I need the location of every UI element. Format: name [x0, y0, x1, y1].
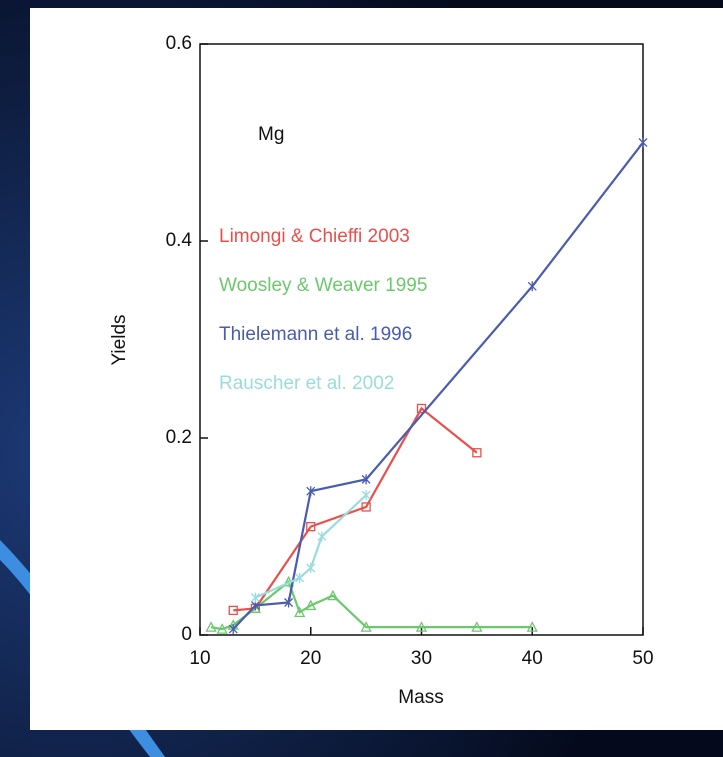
panel: [30, 8, 723, 730]
y-tick-label: 0.6: [166, 33, 192, 54]
x-tick-label: 40: [522, 648, 543, 669]
y-tick-label: 0.4: [166, 230, 193, 251]
chart: Mg Mass Yields 10 20 30 40 50 0 0.2 0.4 0.6 Limon…: [0, 0, 723, 757]
y-tick-label: 0: [181, 624, 192, 645]
annotation: Mg: [258, 124, 284, 145]
x-axis-label: Mass: [398, 687, 443, 708]
x-tick-label: 30: [411, 648, 432, 669]
x-tick-label: 10: [189, 648, 210, 669]
x-tick-label: 50: [632, 648, 653, 669]
legend-entry: Limongi & Chieffi 2003: [219, 226, 410, 247]
legend-entry: Woosley & Weaver 1995: [219, 275, 427, 296]
x-tick-label: 20: [300, 648, 321, 669]
y-tick-label: 0.2: [166, 427, 192, 448]
y-axis-label: Yields: [109, 314, 130, 365]
legend-entry: Thielemann et al. 1996: [219, 324, 412, 345]
legend-entry: Rauscher et al. 2002: [219, 373, 394, 394]
